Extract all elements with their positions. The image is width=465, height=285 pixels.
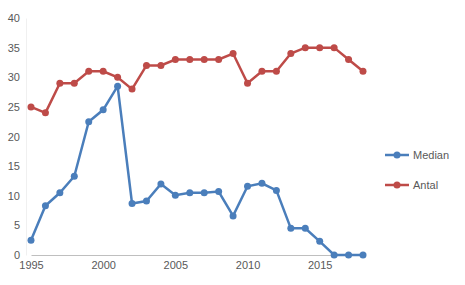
marker (172, 192, 179, 199)
marker (345, 252, 352, 259)
legend: Median Antal (385, 149, 449, 191)
legend-marker (394, 182, 401, 189)
marker (201, 189, 208, 196)
legend-item: Antal (385, 179, 438, 191)
marker (143, 198, 150, 205)
marker (42, 202, 49, 209)
marker (114, 83, 121, 90)
marker (215, 188, 222, 195)
legend-marker (394, 152, 401, 159)
marker (186, 189, 193, 196)
marker (287, 50, 294, 57)
y-tick-label: 35 (8, 42, 20, 54)
marker (215, 56, 222, 63)
marker (316, 44, 323, 51)
marker (360, 68, 367, 75)
series-line (31, 86, 363, 255)
y-tick-label: 15 (8, 160, 20, 172)
y-axis: 0 5 10 15 20 25 30 35 40 (8, 12, 27, 261)
x-tick-label: 1995 (19, 259, 43, 271)
y-tick-label: 25 (8, 101, 20, 113)
x-axis-line (32, 255, 364, 256)
marker (114, 74, 121, 81)
marker (302, 225, 309, 232)
y-tick-label: 20 (8, 131, 20, 143)
x-tick: 1995 (19, 255, 43, 271)
y-tick: 30 (8, 71, 26, 83)
marker (71, 173, 78, 180)
y-tick: 25 (8, 101, 26, 113)
marker (331, 44, 338, 51)
y-tick: 20 (8, 131, 26, 143)
marker (85, 118, 92, 125)
marker (331, 252, 338, 259)
marker (258, 68, 265, 75)
x-tick-label: 2005 (164, 259, 188, 271)
marker (258, 180, 265, 187)
x-tick-label: 2015 (308, 259, 332, 271)
y-tick-label: 10 (8, 190, 20, 202)
marker (244, 183, 251, 190)
marker (172, 56, 179, 63)
legend-item: Median (385, 149, 449, 161)
marker (28, 237, 35, 244)
marker (273, 187, 280, 194)
chart: 1995 2000 2005 2010 2015 0 5 10 15 20 25 30 35 40 Medi… (0, 0, 465, 285)
marker (129, 200, 136, 207)
x-axis: 1995 2000 2005 2010 2015 (19, 255, 363, 271)
marker (129, 86, 136, 93)
x-tick-label: 2010 (236, 259, 260, 271)
marker (230, 212, 237, 219)
x-tick: 2015 (308, 255, 332, 271)
y-tick: 35 (8, 42, 26, 54)
marker (28, 103, 35, 110)
marker (157, 62, 164, 69)
y-axis-line (26, 19, 27, 256)
marker (100, 106, 107, 113)
marker (143, 62, 150, 69)
marker (71, 80, 78, 87)
marker (42, 109, 49, 116)
marker (56, 189, 63, 196)
marker (244, 80, 251, 87)
y-tick: 0 (14, 249, 26, 261)
marker (186, 56, 193, 63)
marker (201, 56, 208, 63)
x-tick-label: 2000 (91, 259, 115, 271)
legend-label: Median (413, 149, 449, 161)
x-tick: 2010 (236, 255, 260, 271)
y-tick: 15 (8, 160, 26, 172)
marker (230, 50, 237, 57)
marks (28, 44, 367, 258)
y-tick-label: 40 (8, 12, 20, 24)
y-tick-label: 0 (14, 249, 20, 261)
marker (56, 80, 63, 87)
marker (360, 252, 367, 259)
marker (273, 68, 280, 75)
y-tick-label: 5 (14, 219, 20, 231)
x-tick: 2000 (91, 255, 115, 271)
marker (100, 68, 107, 75)
marker (302, 44, 309, 51)
y-tick: 40 (8, 12, 26, 24)
marker (157, 180, 164, 187)
y-tick: 10 (8, 190, 26, 202)
marker (85, 68, 92, 75)
marker (287, 225, 294, 232)
marker (345, 56, 352, 63)
marker (316, 238, 323, 245)
plot: 1995 2000 2005 2010 2015 0 5 10 15 20 25 30 35 40 (8, 12, 367, 271)
y-tick-label: 30 (8, 71, 20, 83)
y-tick: 5 (14, 219, 26, 231)
legend-label: Antal (413, 179, 438, 191)
series-line (31, 48, 363, 113)
x-tick: 2005 (164, 255, 188, 271)
